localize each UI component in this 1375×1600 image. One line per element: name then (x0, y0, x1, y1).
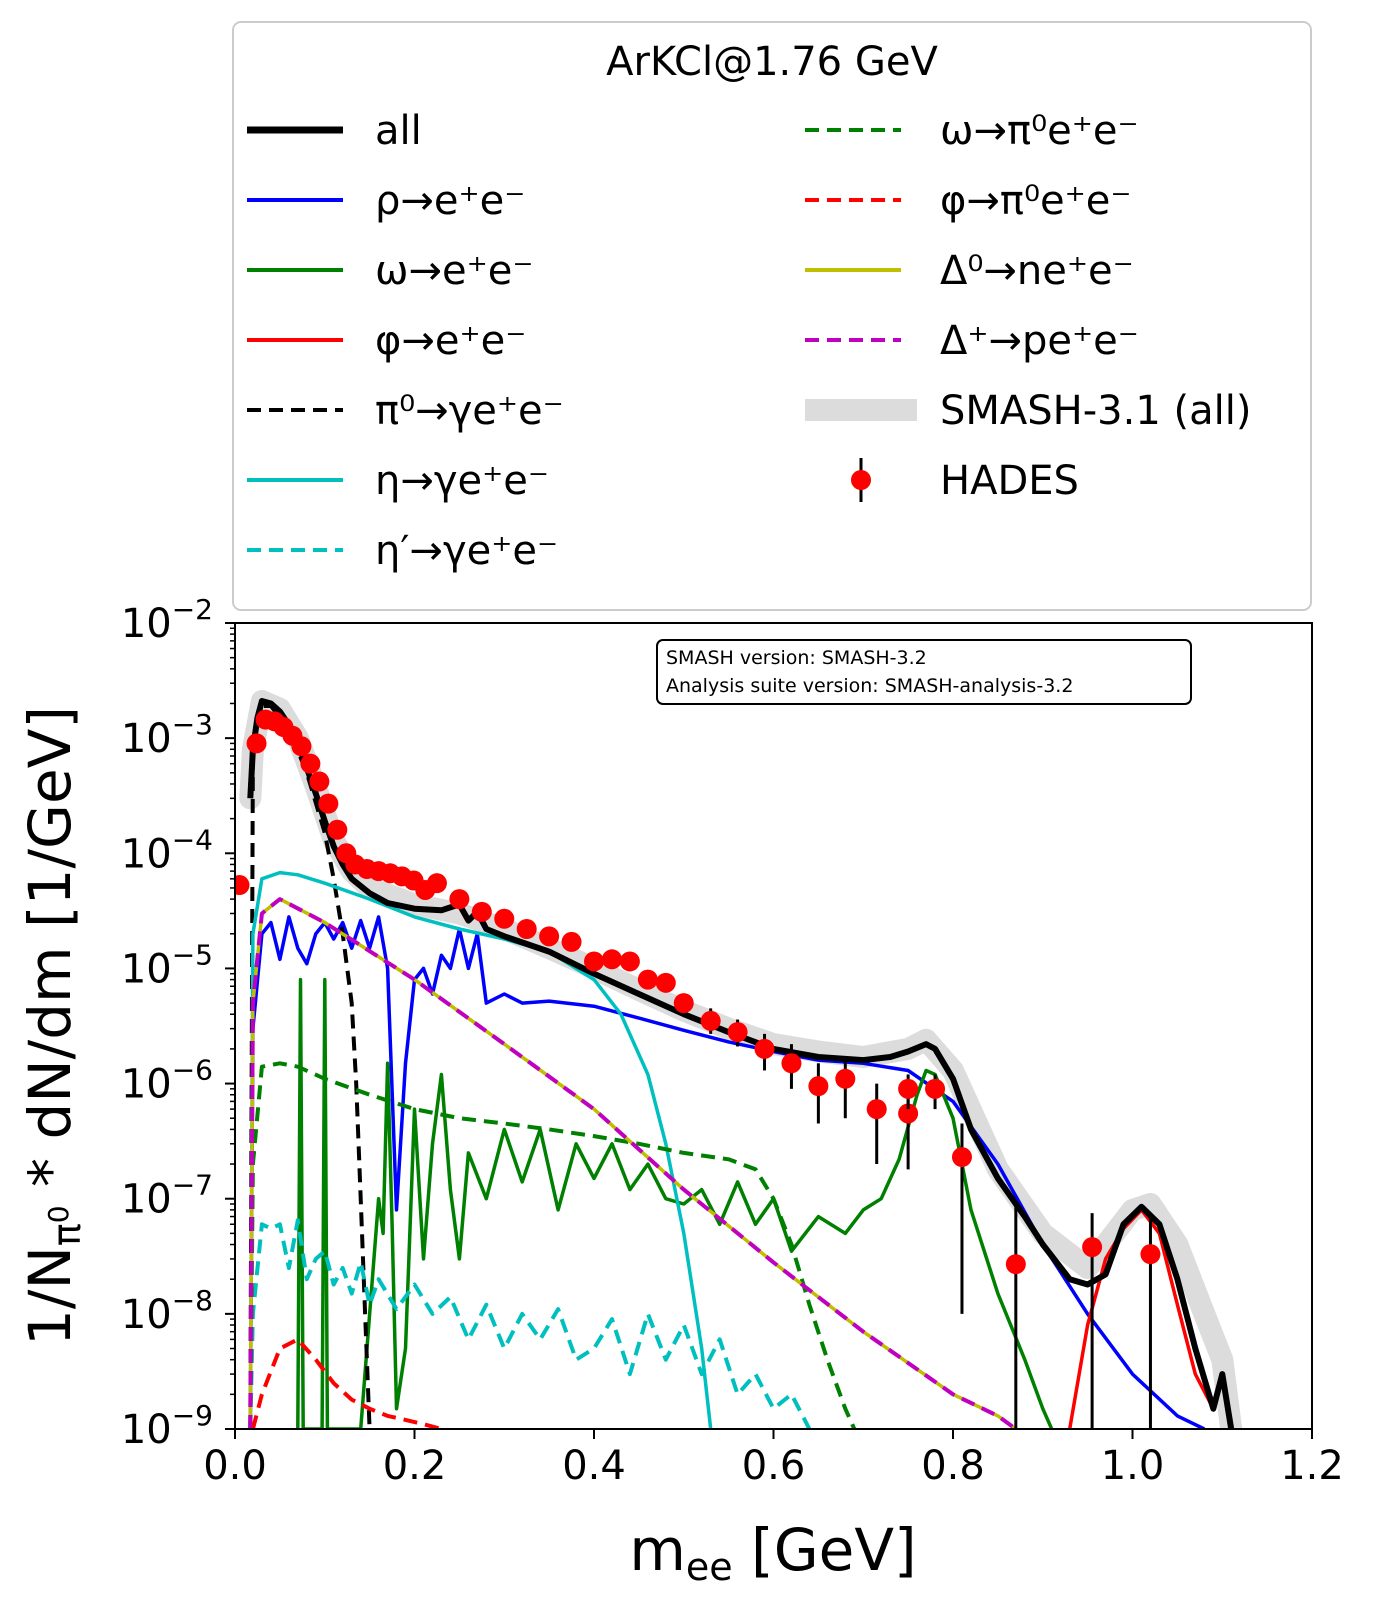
x-axis-title: mee [GeV] (629, 1516, 916, 1589)
hades-point-23 (516, 919, 537, 940)
hades-point-39 (898, 1103, 919, 1124)
hades-point-34 (754, 1038, 775, 1059)
legend-label-all: all (375, 108, 422, 154)
series-e-e (248, 915, 1206, 1429)
series-0-e-e (248, 704, 372, 1429)
hades-point-22 (494, 908, 515, 929)
hades-point-31 (673, 993, 694, 1014)
hades-point-21 (471, 901, 492, 922)
legend-label-e-e: ω→e⁺e⁻ (375, 248, 533, 294)
hades-point-38 (866, 1099, 887, 1120)
y-axis-title: 1/Nπ0 * dN/dm [1/GeV] (16, 706, 89, 1346)
x-tick-label-3: 0.6 (742, 1443, 806, 1489)
x-axis: 0.0 0.2 0.4 0.6 0.8 1.0 1.2 (203, 1429, 1344, 1489)
hades-point-43 (1005, 1254, 1026, 1275)
y-axis: 10−2 10−3 10−4 10−5 10−6 10−7 10−8 10−9 (121, 593, 235, 1453)
y-tick-label-3: 10−5 (121, 938, 213, 992)
hades-point-35 (781, 1053, 802, 1074)
legend-title: ArKCl@1.76 GeV (606, 39, 938, 85)
legend-label-0-e-e: π⁰→γe⁺e⁻ (375, 388, 564, 434)
legend-frame (232, 21, 1312, 611)
hades-point-9 (318, 793, 339, 814)
hades-point-26 (584, 951, 604, 972)
y-tick-label-7: 10−9 (121, 1399, 213, 1453)
hades-point-28 (619, 951, 640, 972)
legend: ArKCl@1.76 GeV all ρ→e⁺e⁻ ω→e⁺e⁻ φ→e⁺e⁻ π⁰→γ… (232, 21, 1312, 611)
hades-point-37 (835, 1068, 856, 1089)
hades-point-0 (235, 875, 250, 896)
y-tick-label-1: 10−3 (121, 708, 213, 762)
hades-point-30 (655, 972, 676, 993)
x-tick-label-2: 0.4 (562, 1443, 626, 1489)
version-box-frame (656, 639, 1192, 705)
legend-label-smash-3-1-all: SMASH-3.1 (all) (940, 388, 1251, 434)
x-tick-label-4: 0.8 (921, 1443, 985, 1489)
x-tick-label-1: 0.2 (383, 1443, 447, 1489)
hades-point-27 (601, 949, 622, 970)
hades-point-40 (898, 1078, 919, 1099)
hades-point-19 (426, 873, 447, 894)
legend-entries: all ρ→e⁺e⁻ ω→e⁺e⁻ φ→e⁺e⁻ π⁰→γe⁺e⁻ η→γe⁺e⁻ η′→γ… (247, 108, 1251, 574)
legend-label-e-e: η′→γe⁺e⁻ (375, 528, 558, 574)
hades-point-25 (561, 931, 582, 952)
hades-point-42 (951, 1147, 972, 1168)
hades-point-1 (246, 733, 267, 754)
version-box: SMASH version: SMASH-3.2 Analysis suite … (656, 639, 1192, 705)
y-tick-label-5: 10−7 (121, 1169, 213, 1223)
x-tick-label-6: 1.2 (1280, 1443, 1344, 1489)
legend-label-pe-e: Δ⁺→pe⁺e⁻ (940, 318, 1139, 364)
hades-point-45 (1140, 1244, 1161, 1265)
series-e-e (248, 1218, 812, 1429)
legend-sample-hades-dot (851, 470, 871, 490)
legend-label-e-e: ρ→e⁺e⁻ (375, 178, 525, 224)
y-tick-label-6: 10−8 (121, 1284, 213, 1338)
y-tick-label-2: 10−4 (121, 823, 213, 877)
y-tick-label-0: 10−2 (121, 593, 213, 647)
series-e-e (248, 870, 713, 1429)
hades-point-7 (300, 753, 321, 774)
legend-label-e-e: η→γe⁺e⁻ (375, 458, 549, 504)
hades-point-41 (925, 1078, 946, 1099)
x-tick-label-0: 0.0 (203, 1443, 267, 1489)
hades-point-20 (449, 889, 470, 910)
hades-point-24 (539, 926, 560, 947)
hades-point-33 (727, 1022, 748, 1043)
version-line-1: SMASH version: SMASH-3.2 (666, 647, 927, 669)
legend-label-0-ne-e: Δ⁰→ne⁺e⁻ (940, 248, 1134, 294)
version-line-2: Analysis suite version: SMASH-analysis-3… (666, 675, 1073, 697)
series-0e-e (250, 1337, 442, 1429)
hades-point-10 (327, 819, 348, 840)
y-tick-label-4: 10−6 (121, 1054, 213, 1108)
hades-point-29 (637, 969, 658, 990)
hades-point-8 (309, 771, 330, 792)
plot-area (235, 623, 1312, 1429)
hades-point-6 (291, 736, 312, 757)
x-tick-label-5: 1.0 (1101, 1443, 1165, 1489)
legend-label-0e-e: φ→π⁰e⁺e⁻ (940, 178, 1131, 224)
hades-point-36 (808, 1076, 829, 1097)
series-0e-e (248, 1061, 857, 1429)
series-all (247, 698, 1235, 1429)
plot-content (235, 690, 1243, 1429)
legend-label-0e-e: ω→π⁰e⁺e⁻ (940, 108, 1139, 154)
hades-point-32 (700, 1010, 721, 1031)
series-pe-e (248, 897, 1017, 1429)
legend-label-hades: HADES (940, 458, 1079, 504)
legend-label-e-e: φ→e⁺e⁻ (375, 318, 526, 364)
hades-point-44 (1082, 1237, 1103, 1258)
